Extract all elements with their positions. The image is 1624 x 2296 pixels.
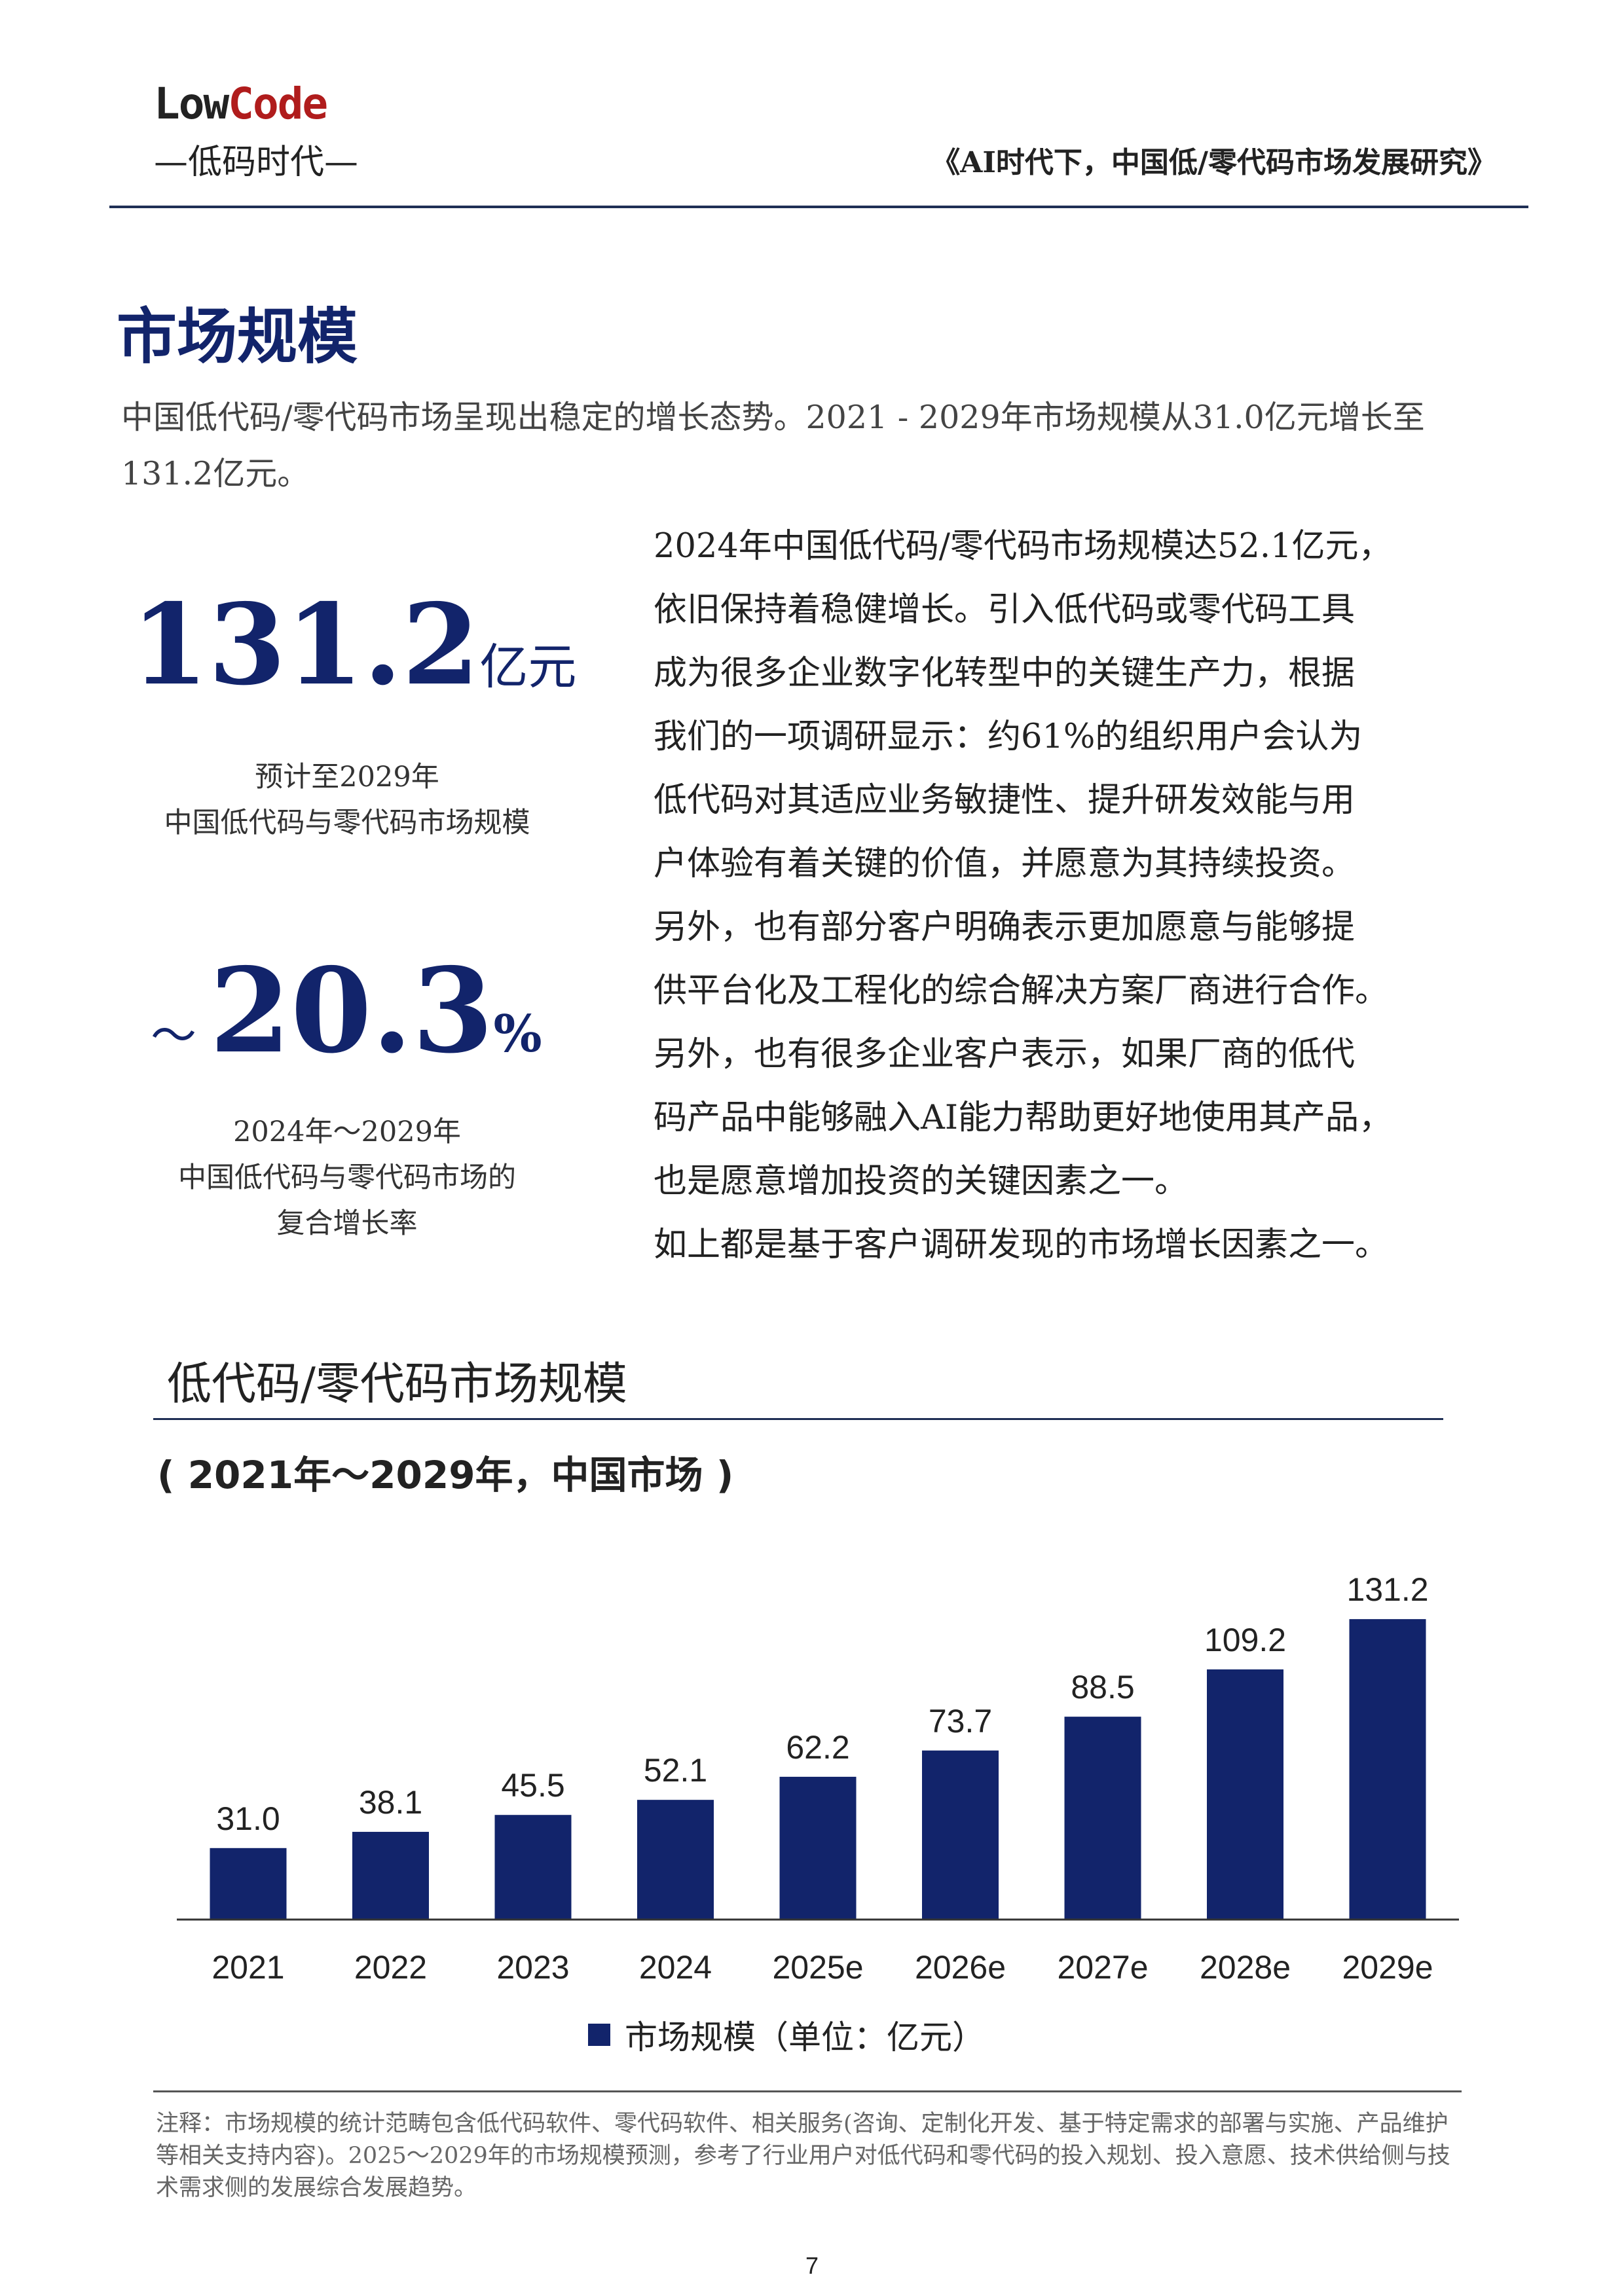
x-tick-label: 2027e	[1057, 1949, 1148, 1986]
x-tick-label: 2025e	[772, 1949, 863, 1986]
text-line: 另外，也有部分客户明确表示更加愿意与能够提	[654, 908, 1356, 947]
text-line: 也是愿意增加投资的关键因素之一。	[654, 1162, 1189, 1201]
x-tick-label: 2021	[212, 1949, 284, 1986]
text-line: 依旧保持着稳健增长。引入低代码或零代码工具	[654, 591, 1356, 629]
data-label: 31.0	[216, 1800, 280, 1837]
data-label: 131.2	[1346, 1571, 1428, 1608]
data-label: 73.7	[929, 1703, 992, 1740]
text-line: 码产品中能够融入AI能力帮助更好地使用其产品，	[654, 1099, 1392, 1137]
text-line: 低代码对其适应业务敏捷性、提升研发效能与用	[654, 781, 1356, 820]
chart-title-divider	[153, 1418, 1443, 1420]
bar-2022	[352, 1832, 429, 1919]
logo-subtitle: —低码时代—	[154, 143, 359, 182]
x-tick-label: 2026e	[915, 1949, 1006, 1986]
x-tick-label: 2024	[639, 1949, 712, 1986]
text-line: 2024年中国低代码/零代码市场规模达52.1亿元，	[654, 527, 1392, 566]
bar-2024	[637, 1800, 714, 1919]
chart-subtitle: ( 2021年～2029年，中国市场 )	[157, 1453, 734, 1497]
stat-value: 131.2	[131, 579, 480, 710]
chart-legend: 市场规模（单位：亿元）	[588, 2011, 985, 2058]
header-divider	[109, 206, 1528, 208]
cagr-caption: 2024年～2029年中国低代码与零代码市场的 复合增长率	[105, 1109, 589, 1247]
data-label: 45.5	[501, 1767, 564, 1804]
data-label: 52.1	[644, 1752, 707, 1789]
bar-2029e	[1349, 1619, 1426, 1919]
footnote: 注释：市场规模的统计范畴包含低代码软件、零代码软件、相关服务(咨询、定制化开发、…	[156, 2111, 1450, 2201]
stat-unit: 亿元	[479, 639, 577, 695]
text-line: 如上都是基于客户调研发现的市场增长因素之一。	[654, 1226, 1389, 1264]
caption-line: 预计至2029年	[255, 761, 439, 793]
section-title: 市场规模	[117, 301, 358, 372]
cagr-stat: ～ 20.3%	[151, 953, 542, 1094]
bar-2025e	[779, 1776, 857, 1919]
stat-prefix: ～	[151, 1009, 196, 1063]
caption-line: 2024年～2029年	[233, 1116, 461, 1148]
bar-2026e	[922, 1750, 999, 1919]
stat-unit: %	[493, 1004, 542, 1064]
data-label: 88.5	[1071, 1669, 1134, 1705]
note-divider	[153, 2090, 1462, 2092]
caption-line: 中国低代码与零代码市场规模	[164, 807, 530, 839]
x-tick-label: 2028e	[1200, 1949, 1291, 1986]
text-line: 成为很多企业数字化转型中的关键生产力，根据	[654, 654, 1356, 693]
market-size-stat: 131.2亿元	[131, 589, 576, 723]
data-label: 62.2	[786, 1729, 849, 1766]
logo: LowCode	[154, 79, 328, 129]
bar-2027e	[1064, 1717, 1141, 1919]
report-title: 《AI时代下，中国低/零代码市场发展研究》	[931, 146, 1496, 179]
data-label: 38.1	[359, 1784, 422, 1821]
caption-line: 中国低代码与零代码市场的	[178, 1161, 516, 1194]
bar-2028e	[1207, 1669, 1283, 1919]
intro-paragraph: 中国低代码/零代码市场呈现出稳定的增长态势。2021 - 2029年市场规模从3…	[121, 399, 1425, 492]
text-line: 我们的一项调研显示：约61%的组织用户会认为	[654, 718, 1363, 756]
bar-2023	[494, 1815, 572, 1919]
x-tick-label: 2022	[354, 1949, 427, 1986]
chart-title: 低代码/零代码市场规模	[167, 1358, 627, 1410]
x-tick-label: 2023	[496, 1949, 569, 1986]
data-label: 109.2	[1204, 1622, 1286, 1658]
logo-text-code: Code	[228, 79, 328, 129]
text-line: 户体验有着关键的价值，并愿意为其持续投资。	[654, 845, 1356, 883]
stat-value: 20.3	[210, 942, 494, 1079]
page-number: 7	[805, 2252, 819, 2279]
bar-2021	[210, 1848, 287, 1919]
legend-label: 市场规模（单位：亿元）	[625, 2018, 985, 2056]
caption-line: 复合增长率	[276, 1207, 418, 1240]
logo-text-low: Low	[154, 79, 229, 129]
text-line: 另外，也有很多企业客户表示，如果厂商的低代	[654, 1035, 1356, 1074]
analysis-paragraph: 2024年中国低代码/零代码市场规模达52.1亿元， 依旧保持着稳健增长。引入低…	[654, 515, 1505, 1277]
legend-swatch	[588, 2024, 610, 2046]
text-line: 供平台化及工程化的综合解决方案厂商进行合作。	[654, 972, 1389, 1010]
market-size-caption: 预计至2029年中国低代码与零代码市场规模	[105, 754, 589, 846]
x-tick-label: 2029e	[1342, 1949, 1433, 1986]
